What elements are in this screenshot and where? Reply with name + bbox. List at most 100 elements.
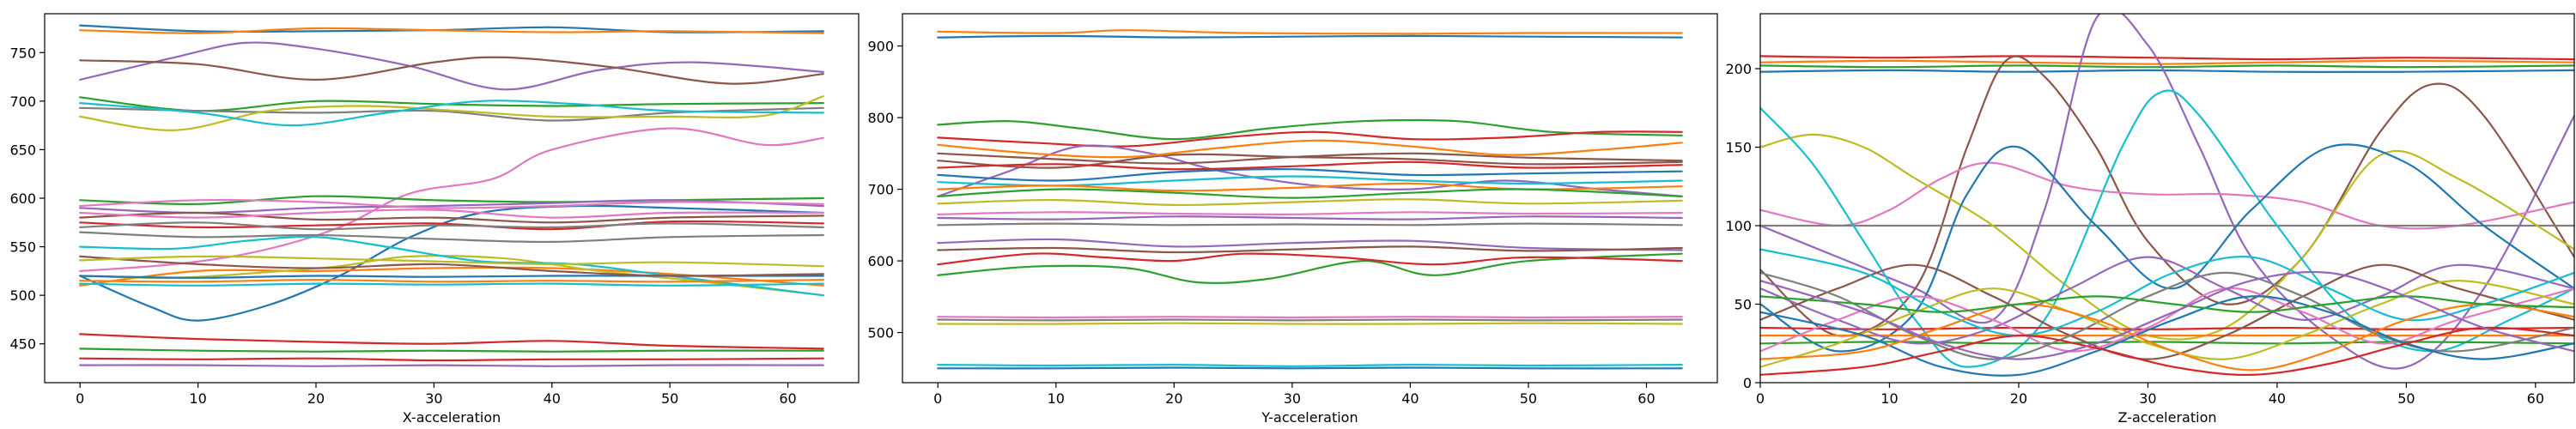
y-tick-label: 750: [9, 45, 36, 61]
y-tick-label: 50: [1735, 297, 1752, 313]
series-line-25: [1760, 270, 2574, 360]
series-line-19: [1760, 280, 2574, 368]
plot-frame: [902, 13, 1718, 384]
series-line-4: [1760, 55, 2574, 61]
series-line-9: [79, 95, 824, 131]
y-tick-label: 150: [1725, 140, 1752, 156]
series-line-21: [1760, 295, 2574, 377]
x-tick-label: 10: [189, 390, 206, 407]
x-tick-label: 60: [779, 390, 796, 407]
x-tick-label: 0: [933, 390, 942, 407]
series-line-2: [937, 29, 1683, 35]
x-tick-label: 20: [2010, 390, 2027, 407]
series-line-22: [79, 279, 824, 283]
series-line-14: [1760, 326, 2574, 330]
z-acceleration-chart: 0 10 20 30 40 50 60 0 50 100 150 200 Z-acceleration: [1725, 13, 2575, 426]
series-line-7: [937, 211, 1683, 215]
y-tick-label: 0: [1743, 375, 1752, 391]
series-line-28: [79, 221, 824, 231]
series-lines: [79, 24, 824, 367]
series-line-2: [79, 27, 824, 34]
series-line-2: [1760, 59, 2574, 65]
series-line-10: [1760, 89, 2574, 368]
series-line-20: [1760, 248, 2574, 337]
series-line-6: [79, 56, 824, 85]
x-tick-label: 30: [2139, 390, 2156, 407]
x-tick-label: 40: [2269, 390, 2286, 407]
y-tick-label: 900: [867, 39, 894, 55]
x-tick-label: 0: [1756, 390, 1765, 407]
series-line-3: [1760, 64, 2574, 69]
series-line-19: [79, 255, 824, 297]
series-line-21: [937, 366, 1683, 370]
x-tick-label: 40: [544, 390, 561, 407]
x-axis-label: Z-acceleration: [2117, 409, 2216, 426]
x-tick-label: 20: [307, 390, 325, 407]
plot-frame: [44, 13, 860, 384]
x-tick-label: 60: [1637, 390, 1655, 407]
series-line-7: [1760, 161, 2574, 230]
series-line-14: [937, 252, 1683, 266]
y-tick-label: 650: [9, 142, 36, 158]
series-line-5: [79, 41, 824, 91]
series-line-25: [937, 215, 1683, 221]
plot-frame: [1759, 13, 2575, 384]
series-line-14: [79, 220, 824, 231]
series-line-15: [937, 238, 1683, 251]
series-line-23: [79, 347, 824, 353]
series-line-29: [79, 255, 824, 268]
y-tick-label: 500: [867, 325, 894, 341]
y-tick-label: 600: [9, 190, 36, 207]
series-line-24: [1760, 326, 2574, 377]
series-line-18: [79, 231, 824, 244]
series-line-7: [79, 127, 824, 272]
series-line-11: [937, 167, 1683, 182]
x-tick-label: 10: [1048, 390, 1065, 407]
series-line-9: [1760, 133, 2574, 341]
series-line-22: [937, 139, 1683, 159]
series-line-16: [1760, 263, 2574, 360]
series-line-27: [79, 198, 824, 209]
series-lines: [937, 29, 1683, 370]
series-line-10: [79, 100, 824, 127]
series-line-23: [937, 188, 1683, 199]
series-line-17: [79, 208, 824, 219]
x-tick-label: 60: [2527, 390, 2544, 407]
series-line-11: [1760, 143, 2574, 353]
series-line-6: [1760, 55, 2574, 337]
series-line-12: [79, 266, 824, 287]
y-tick-label: 700: [867, 182, 894, 198]
y-tick-label: 100: [1725, 218, 1752, 234]
series-line-20: [79, 235, 824, 297]
series-line-23: [1760, 295, 2574, 313]
series-line-1: [937, 34, 1683, 39]
y-tick-label: 200: [1725, 61, 1752, 77]
series-line-3: [937, 118, 1683, 141]
series-line-1: [1760, 69, 2574, 74]
series-line-16: [79, 211, 824, 224]
series-lines: [1760, 14, 2574, 377]
x-axis-label: X-acceleration: [403, 409, 501, 426]
series-line-13: [937, 252, 1683, 285]
x-tick-label: 10: [1880, 390, 1898, 407]
x-acceleration-chart: 0 10 20 30 40 50 60 450 500 550 600 650 700 750 X-acce…: [9, 13, 860, 426]
series-line-24: [937, 160, 1683, 171]
series-line-16: [937, 245, 1683, 254]
series-line-8: [937, 222, 1683, 227]
x-tick-label: 20: [1165, 390, 1182, 407]
series-line-24: [79, 357, 824, 362]
x-axis-label: Y-acceleration: [1261, 409, 1358, 426]
x-tick-label: 40: [1401, 390, 1419, 407]
series-line-26: [937, 152, 1683, 165]
series-line-4: [937, 130, 1683, 148]
x-tick-label: 50: [1520, 390, 1537, 407]
x-tick-label: 50: [2397, 390, 2415, 407]
series-line-17: [1760, 287, 2574, 353]
y-tick-label: 800: [867, 110, 894, 126]
y-tick-label: 550: [9, 239, 36, 256]
series-line-30: [79, 282, 824, 287]
series-line-22: [1760, 303, 2574, 372]
series-line-11: [79, 204, 824, 322]
y-acceleration-chart: 0 10 20 30 40 50 60 500 600 700 800 900 Y-accelerati…: [867, 13, 1718, 426]
